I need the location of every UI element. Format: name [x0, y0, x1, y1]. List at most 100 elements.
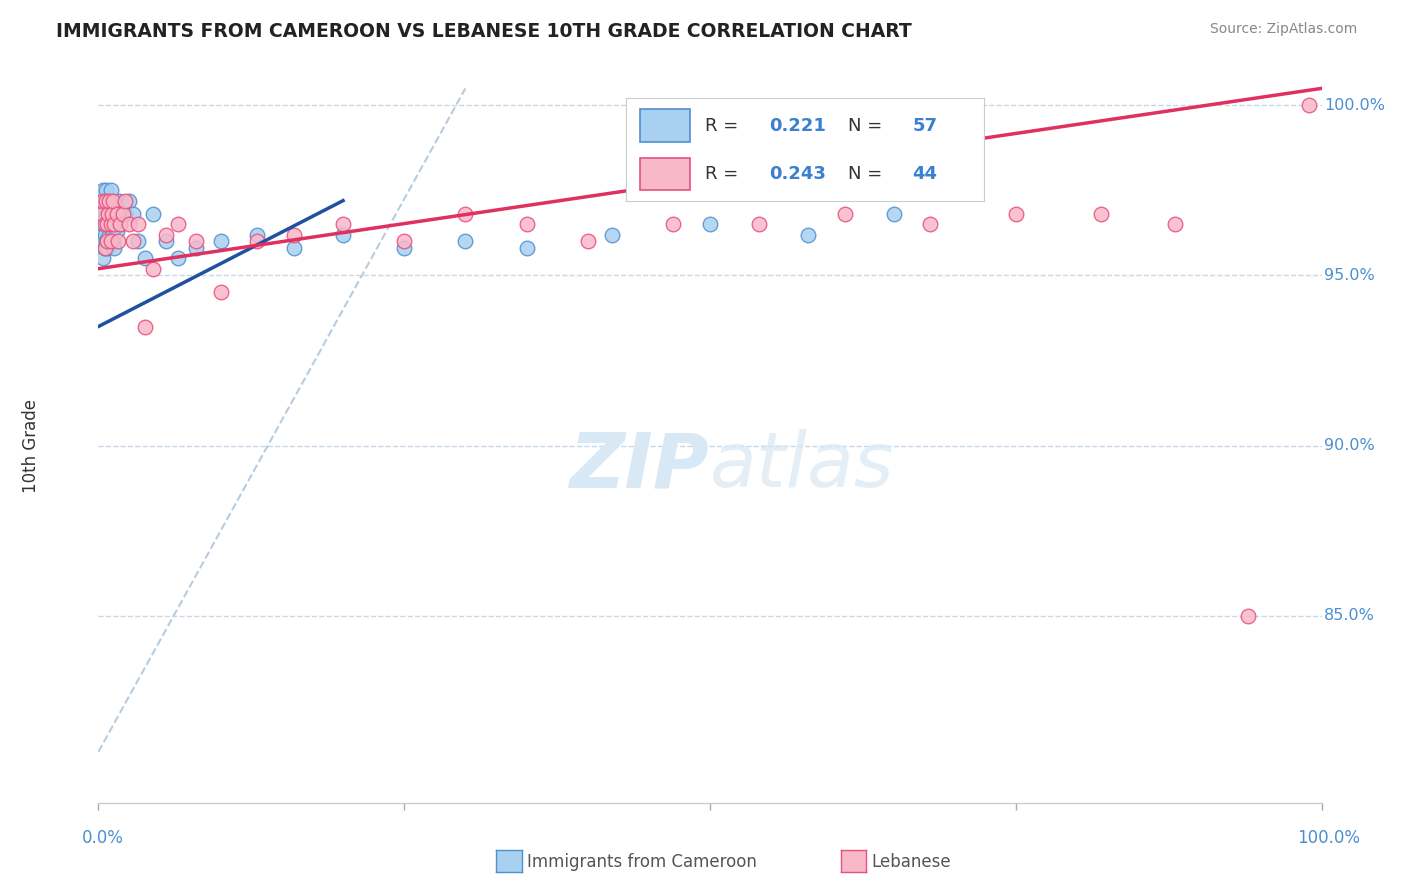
Point: [93, 218, 115, 232]
Point: [114, 207, 136, 221]
Point: [186, 241, 208, 255]
Point: [142, 207, 165, 221]
Text: 44: 44: [912, 165, 938, 183]
Point: [105, 201, 128, 215]
Text: Source: ZipAtlas.com: Source: ZipAtlas.com: [1209, 22, 1357, 37]
Text: 0.221: 0.221: [769, 117, 825, 135]
Point: [283, 241, 305, 255]
Point: [118, 218, 141, 232]
Point: [662, 218, 685, 232]
Text: 57: 57: [912, 117, 938, 135]
Point: [98, 194, 121, 208]
Point: [1298, 98, 1320, 112]
Text: 0.0%: 0.0%: [82, 829, 124, 847]
Point: [100, 183, 122, 197]
Point: [101, 207, 124, 221]
Text: 100.0%: 100.0%: [1324, 98, 1385, 113]
Point: [108, 194, 131, 208]
Point: [600, 227, 623, 242]
Point: [96, 241, 118, 255]
Point: [797, 227, 820, 242]
Point: [103, 218, 125, 232]
Text: 90.0%: 90.0%: [1324, 438, 1375, 453]
Point: [748, 218, 770, 232]
Point: [93, 194, 115, 208]
Text: Lebanese: Lebanese: [872, 853, 952, 871]
Point: [155, 227, 177, 242]
Text: N =: N =: [848, 165, 889, 183]
Point: [209, 235, 232, 249]
Point: [454, 235, 477, 249]
Point: [93, 241, 115, 255]
Text: ZIP: ZIP: [571, 429, 710, 503]
Text: 10th Grade: 10th Grade: [22, 399, 39, 493]
Point: [96, 218, 118, 232]
Point: [515, 218, 537, 232]
Point: [101, 235, 124, 249]
Text: R =: R =: [704, 165, 744, 183]
Point: [94, 207, 117, 221]
Text: N =: N =: [848, 117, 889, 135]
Point: [100, 235, 122, 249]
Point: [111, 207, 134, 221]
Point: [134, 319, 156, 334]
Point: [91, 218, 114, 232]
Text: 95.0%: 95.0%: [1324, 268, 1375, 283]
Point: [90, 201, 112, 215]
Point: [100, 218, 122, 232]
Point: [93, 227, 115, 242]
Point: [100, 207, 122, 221]
Point: [246, 227, 269, 242]
Text: 100.0%: 100.0%: [1298, 829, 1360, 847]
Point: [97, 194, 120, 208]
Point: [94, 194, 117, 208]
Point: [104, 207, 127, 221]
Point: [392, 241, 416, 255]
Bar: [640, 110, 690, 142]
Point: [107, 235, 129, 249]
Point: [103, 218, 125, 232]
Point: [96, 201, 118, 215]
Text: 85.0%: 85.0%: [1324, 608, 1375, 624]
Point: [98, 207, 121, 221]
Point: [1004, 207, 1026, 221]
Point: [101, 194, 124, 208]
Point: [515, 241, 537, 255]
Point: [134, 252, 156, 266]
Point: [94, 183, 117, 197]
Point: [107, 207, 129, 221]
Point: [91, 218, 114, 232]
Text: Immigrants from Cameroon: Immigrants from Cameroon: [527, 853, 756, 871]
Point: [105, 207, 128, 221]
Point: [127, 218, 149, 232]
Point: [114, 194, 136, 208]
Point: [101, 207, 124, 221]
Text: 0.243: 0.243: [769, 165, 825, 183]
Point: [101, 201, 124, 215]
Point: [167, 218, 190, 232]
Point: [100, 235, 122, 249]
Point: [101, 224, 124, 238]
Point: [246, 235, 269, 249]
Point: [392, 235, 416, 249]
Point: [105, 224, 128, 238]
Point: [91, 235, 114, 249]
Point: [209, 285, 232, 300]
Point: [91, 194, 114, 208]
Point: [121, 235, 143, 249]
Point: [94, 235, 117, 249]
Point: [454, 207, 477, 221]
Point: [699, 218, 721, 232]
Point: [332, 227, 354, 242]
Point: [97, 207, 120, 221]
Point: [111, 201, 134, 215]
Point: [332, 218, 354, 232]
Point: [576, 235, 599, 249]
Point: [98, 227, 121, 242]
Point: [167, 252, 190, 266]
Point: [96, 235, 118, 249]
Point: [127, 235, 149, 249]
Text: R =: R =: [704, 117, 744, 135]
Point: [111, 207, 134, 221]
Point: [920, 218, 942, 232]
